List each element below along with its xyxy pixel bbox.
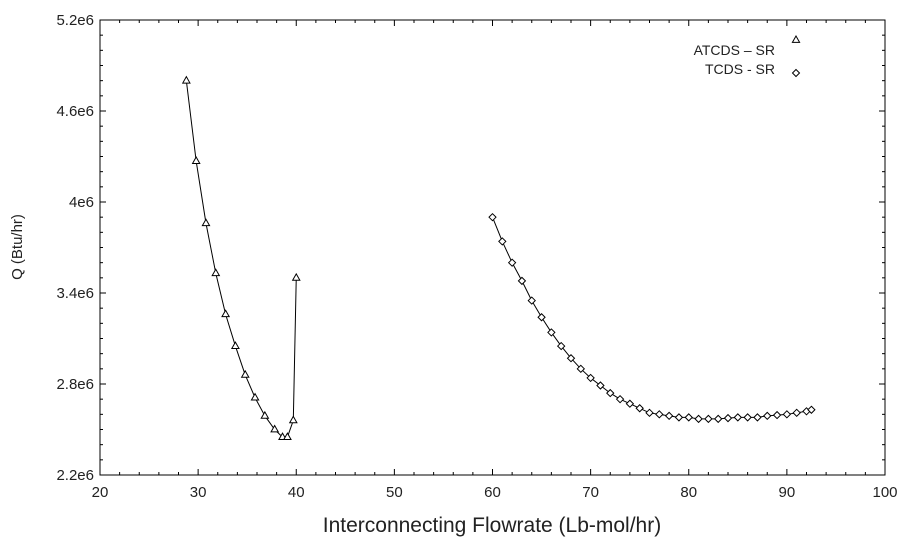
data-point-diamond <box>723 413 733 423</box>
data-point-diamond <box>586 373 595 383</box>
legend-label-tcds: TCDS - SR <box>705 61 775 77</box>
data-point-diamond <box>807 405 816 414</box>
data-point-diamond <box>704 414 713 424</box>
y-axis-ticks: 2.2e6 2.8e6 3.4e6 4e6 4.6e6 5.2e6 <box>56 12 885 484</box>
x-axis-title: Interconnecting Flowrate (Lb-mol/hr) <box>323 514 661 537</box>
data-point-triangle <box>211 268 221 277</box>
y-tick-label: 4e6 <box>69 194 94 211</box>
data-point-diamond <box>733 413 743 422</box>
data-point-diamond <box>655 410 664 419</box>
y-axis-title: Q (Btu/hr) <box>9 214 26 280</box>
x-tick-label: 100 <box>872 484 897 501</box>
data-point-triangle <box>230 341 240 349</box>
data-point-diamond <box>615 394 625 404</box>
legend-label-atcds: ATCDS – SR <box>694 42 775 58</box>
data-point-diamond <box>684 413 693 422</box>
y-tick-label: 3.4e6 <box>56 285 94 302</box>
x-tick-label: 60 <box>484 484 501 501</box>
data-point-triangle <box>288 415 298 424</box>
data-point-diamond <box>547 328 556 337</box>
data-point-triangle <box>291 272 301 281</box>
x-tick-label: 80 <box>680 484 697 501</box>
series-layer <box>181 75 816 440</box>
data-point-triangle <box>240 369 250 378</box>
data-point-diamond <box>625 399 635 408</box>
x-tick-label: 70 <box>582 484 599 501</box>
data-point-diamond <box>782 410 792 419</box>
data-point-triangle <box>270 424 280 433</box>
data-point-diamond <box>645 408 654 418</box>
data-point-diamond <box>498 237 507 246</box>
data-point-diamond <box>713 414 723 424</box>
data-point-diamond <box>664 411 674 421</box>
data-point-diamond <box>763 411 772 421</box>
data-point-diamond <box>507 258 517 267</box>
legend-marker-triangle <box>791 34 801 43</box>
x-tick-label: 30 <box>190 484 207 501</box>
data-point-diamond <box>606 388 615 398</box>
data-point-diamond <box>517 276 527 286</box>
y-tick-label: 2.8e6 <box>56 376 94 393</box>
y-tick-label: 4.6e6 <box>56 103 94 120</box>
y-tick-label: 5.2e6 <box>56 12 94 29</box>
legend: ATCDS – SR TCDS - SR <box>694 34 801 78</box>
data-point-diamond <box>556 341 566 351</box>
data-point-triangle <box>250 392 260 401</box>
data-point-diamond <box>596 381 605 390</box>
x-axis-ticks: 20 30 40 50 60 70 80 90 100 <box>92 20 898 501</box>
data-point-diamond <box>488 212 497 222</box>
data-point-diamond <box>743 413 752 422</box>
plot-frame <box>99 19 886 476</box>
data-point-triangle <box>282 432 292 440</box>
series-line-1 <box>492 216 812 420</box>
data-point-diamond <box>694 414 703 424</box>
data-point-diamond <box>527 296 536 305</box>
data-point-triangle <box>221 309 231 318</box>
data-point-triangle <box>181 75 191 84</box>
data-point-diamond <box>635 404 644 413</box>
data-point-diamond <box>792 408 801 418</box>
data-point-triangle <box>201 218 211 227</box>
x-tick-label: 90 <box>779 484 796 501</box>
data-point-diamond <box>537 313 546 322</box>
data-point-diamond <box>576 364 586 374</box>
x-tick-label: 50 <box>386 484 403 501</box>
data-point-diamond <box>753 413 762 422</box>
data-point-triangle <box>191 156 201 164</box>
x-tick-label: 40 <box>288 484 305 501</box>
legend-marker-diamond <box>791 68 801 78</box>
x-tick-label: 20 <box>92 484 109 501</box>
data-point-diamond <box>674 413 684 422</box>
data-point-triangle <box>260 410 270 419</box>
data-point-diamond <box>566 354 576 363</box>
y-tick-label: 2.2e6 <box>56 467 94 484</box>
data-point-diamond <box>772 410 782 420</box>
series-line-0 <box>185 80 297 438</box>
